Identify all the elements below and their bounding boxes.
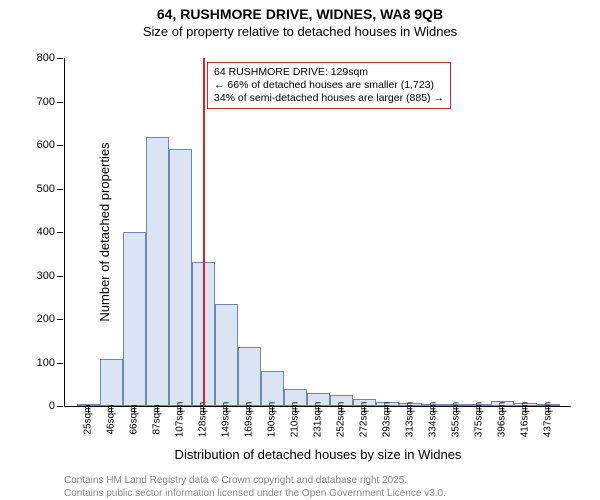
bars-layer [65, 58, 571, 406]
chart-subtitle: Size of property relative to detached ho… [0, 24, 600, 39]
y-tick-label: 100 [37, 357, 55, 369]
bar [238, 347, 261, 406]
chart-title: 64, RUSHMORE DRIVE, WIDNES, WA8 9QB [0, 6, 600, 22]
x-tick-label: 416sqm [520, 402, 531, 438]
bar [169, 149, 192, 406]
y-tick [57, 58, 63, 59]
y-tick [57, 232, 63, 233]
x-tick-label: 66sqm [129, 404, 140, 434]
y-tick-label: 400 [37, 226, 55, 238]
x-tick-label: 190sqm [267, 402, 278, 438]
x-tick-label: 293sqm [382, 402, 393, 438]
y-tick [57, 276, 63, 277]
x-tick-label: 334sqm [428, 402, 439, 438]
chart-container: 64, RUSHMORE DRIVE, WIDNES, WA8 9QB Size… [0, 6, 600, 500]
x-tick-label: 231sqm [313, 402, 324, 438]
annotation-header: 64 RUSHMORE DRIVE: 129sqm [214, 66, 444, 79]
annotation-box: 64 RUSHMORE DRIVE: 129sqm← 66% of detach… [207, 62, 451, 109]
y-tick [57, 189, 63, 190]
y-tick-label: 700 [37, 96, 55, 108]
y-tick-label: 0 [49, 400, 55, 412]
bar [123, 232, 146, 406]
footer-text: Contains HM Land Registry data © Crown c… [64, 475, 446, 500]
y-tick [57, 145, 63, 146]
footer-line-1: Contains HM Land Registry data © Crown c… [64, 475, 446, 488]
footer-line-2: Contains public sector information licen… [64, 488, 446, 500]
x-tick-label: 46sqm [106, 404, 117, 434]
x-tick-label: 107sqm [175, 402, 186, 438]
x-tick-label: 252sqm [336, 402, 347, 438]
x-tick-label: 355sqm [451, 402, 462, 438]
bar [100, 359, 123, 406]
x-tick-label: 313sqm [405, 402, 416, 438]
x-tick-label: 25sqm [83, 404, 94, 434]
x-tick-label: 437sqm [543, 402, 554, 438]
y-tick-label: 300 [37, 270, 55, 282]
x-tick-label: 149sqm [221, 402, 232, 438]
x-tick-label: 375sqm [474, 402, 485, 438]
reference-line [203, 58, 205, 406]
bar [215, 304, 238, 406]
y-tick [57, 319, 63, 320]
annotation-line: 34% of semi-detached houses are larger (… [214, 92, 444, 105]
bar [146, 137, 169, 406]
annotation-line: ← 66% of detached houses are smaller (1,… [214, 79, 444, 92]
plot-area: Number of detached properties Distributi… [64, 58, 571, 407]
y-tick-label: 600 [37, 139, 55, 151]
y-tick-label: 200 [37, 313, 55, 325]
x-tick-label: 272sqm [359, 402, 370, 438]
y-tick [57, 406, 63, 407]
x-tick-label: 87sqm [152, 404, 163, 434]
x-tick-label: 128sqm [198, 402, 209, 438]
x-tick-label: 210sqm [290, 402, 301, 438]
x-tick-label: 169sqm [244, 402, 255, 438]
y-tick [57, 363, 63, 364]
y-tick-label: 800 [37, 52, 55, 64]
x-axis-label: Distribution of detached houses by size … [175, 447, 462, 462]
y-tick [57, 102, 63, 103]
x-tick-label: 396sqm [497, 402, 508, 438]
y-tick-label: 500 [37, 183, 55, 195]
